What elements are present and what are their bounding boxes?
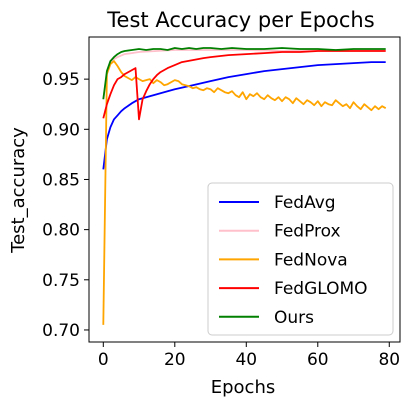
legend-label-ours: Ours (274, 308, 314, 328)
x-tick-label: 40 (235, 350, 257, 370)
legend-label-fednova: FedNova (274, 250, 348, 270)
series-line-ours (102, 47, 386, 100)
x-axis-label: Epochs (211, 377, 276, 398)
x-tick-label: 20 (164, 350, 186, 370)
y-tick-label: 0.75 (42, 271, 80, 291)
y-tick-label: 0.70 (42, 321, 80, 341)
y-axis-label: Test_accuracy (8, 127, 29, 254)
x-tick-label: 0 (98, 350, 109, 370)
y-tick-label: 0.95 (42, 70, 80, 90)
y-tick-label: 0.80 (42, 221, 80, 241)
legend-label-fedglomo: FedGLOMO (274, 279, 368, 299)
legend-box (207, 182, 394, 336)
chart-title: Test Accuracy per Epochs (106, 8, 374, 32)
x-tick-label: 60 (307, 350, 329, 370)
y-tick-label: 0.85 (42, 170, 80, 190)
x-tick-label: 80 (378, 350, 400, 370)
legend-label-fedprox: FedProx (274, 222, 341, 242)
axes-frame (88, 36, 401, 343)
series-line-fedavg (102, 61, 386, 170)
series-line-fedglomo (102, 50, 386, 121)
legend-label-fedavg: FedAvg (274, 193, 336, 213)
x-axis: 0 20 40 60 80 (98, 342, 400, 370)
plot-area (102, 47, 387, 325)
series-line-fednova (102, 60, 387, 325)
y-tick-label: 0.90 (42, 120, 80, 140)
legend: FedAvg FedProx FedNova FedGLOMO Ours (207, 182, 394, 336)
y-axis: 0.70 0.75 0.80 0.85 0.90 0.95 (42, 70, 89, 341)
